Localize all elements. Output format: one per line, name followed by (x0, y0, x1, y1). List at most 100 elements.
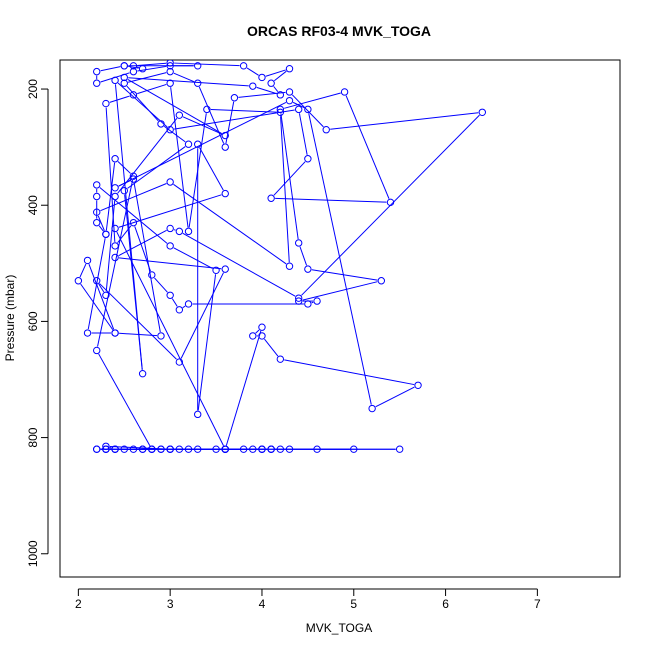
series-line-segment (291, 94, 324, 128)
data-point (350, 445, 358, 453)
data-point (120, 62, 128, 70)
data-point (111, 329, 119, 337)
data-point (166, 62, 174, 70)
data-point (395, 445, 404, 453)
data-point (129, 445, 138, 453)
data-point (93, 67, 101, 76)
data-point (221, 189, 229, 198)
plot-frame (59, 59, 621, 578)
y-tick-label: 800 (26, 427, 40, 447)
y-tick-label: 600 (26, 311, 40, 331)
series-line-segment (182, 232, 296, 297)
data-point (175, 358, 184, 366)
series-line-segment (246, 67, 259, 76)
series-line-segment (127, 146, 186, 189)
data-point (120, 73, 128, 82)
series-line-segment (273, 70, 287, 82)
data-point (148, 445, 156, 453)
data-point (93, 79, 101, 87)
data-point (294, 105, 303, 114)
series-line-segment (273, 161, 306, 196)
series-line-segment (173, 247, 213, 269)
data-point (148, 271, 156, 279)
data-point (111, 192, 119, 201)
data-point (166, 291, 174, 299)
data-point (138, 65, 147, 73)
series-line-segment (134, 226, 151, 272)
data-point (212, 266, 220, 274)
data-point (102, 291, 110, 299)
x-tick-label: 3 (167, 597, 174, 611)
data-point (285, 445, 294, 453)
data-point (249, 332, 257, 340)
data-point (414, 381, 422, 390)
data-point (166, 242, 174, 250)
x-axis-label: MVK_TOGA (306, 621, 372, 635)
data-point (239, 445, 248, 453)
data-point (166, 60, 174, 67)
series-line-segment (284, 359, 415, 386)
series-line-segment (174, 62, 240, 67)
x-tick-label: 4 (259, 597, 266, 611)
data-point (276, 445, 285, 453)
data-point (386, 198, 395, 207)
data-point (129, 67, 138, 76)
data-point (285, 88, 294, 96)
series-line-segment (117, 82, 168, 128)
series-line-segment (128, 77, 249, 87)
data-point (111, 445, 119, 453)
series-line-segment (182, 305, 186, 309)
data-point (221, 131, 229, 140)
series-line-segment (118, 229, 167, 257)
y-tick-label: 200 (26, 79, 40, 99)
series-line-segment (174, 109, 295, 130)
series-line-segment (119, 257, 222, 270)
data-point (111, 224, 119, 233)
series-line-segment (264, 338, 279, 357)
data-point (129, 91, 138, 99)
data-point (249, 82, 257, 90)
data-point (120, 187, 128, 195)
series-line-segment (118, 194, 222, 228)
data-point (111, 242, 119, 250)
data-point (102, 445, 110, 453)
series-line-segment (80, 283, 114, 331)
series-line-segment (197, 274, 217, 411)
data-point (294, 239, 303, 247)
data-point (285, 96, 294, 105)
series-line-segment (97, 215, 105, 231)
series-line-segment (302, 281, 378, 301)
data-point (93, 445, 101, 453)
data-point (120, 79, 128, 87)
data-point (166, 126, 174, 134)
data-point (129, 172, 138, 180)
series-line-segment (330, 112, 479, 130)
data-point (111, 155, 119, 163)
data-point (294, 297, 303, 305)
data-point (340, 88, 349, 96)
series-line-segment (100, 183, 167, 212)
x-axis: 2 3 4 5 6 7 (75, 588, 541, 611)
series-line-segment (124, 194, 143, 370)
series-line-segment (154, 277, 168, 293)
series-line-segment (116, 231, 224, 446)
y-axis-label: Pressure (mbar) (3, 275, 17, 362)
data-point (267, 445, 275, 453)
data-point (184, 445, 193, 453)
series-line-segment (273, 86, 279, 93)
series-line-segment (88, 263, 115, 330)
data-point (74, 277, 83, 285)
data-point (111, 76, 119, 85)
data-point (276, 108, 285, 116)
series-line-segment (298, 113, 308, 155)
series-line-segment (308, 113, 372, 405)
series-line-segment (292, 101, 305, 109)
data-point (368, 404, 376, 413)
series-line-segment (79, 263, 87, 278)
data-point (304, 300, 312, 308)
series-line-segment (265, 69, 286, 77)
data-point (313, 297, 321, 305)
data-point (102, 99, 110, 108)
data-point (184, 140, 193, 148)
